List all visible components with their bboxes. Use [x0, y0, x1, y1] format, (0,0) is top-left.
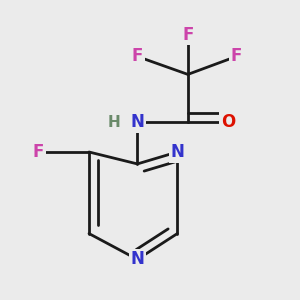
Text: H: H	[108, 115, 121, 130]
Text: F: F	[33, 143, 44, 161]
Text: F: F	[182, 26, 194, 44]
Text: N: N	[130, 250, 144, 268]
Text: N: N	[130, 113, 144, 131]
Text: N: N	[170, 143, 184, 161]
Text: F: F	[230, 47, 242, 65]
Text: O: O	[221, 113, 235, 131]
Text: F: F	[132, 47, 143, 65]
